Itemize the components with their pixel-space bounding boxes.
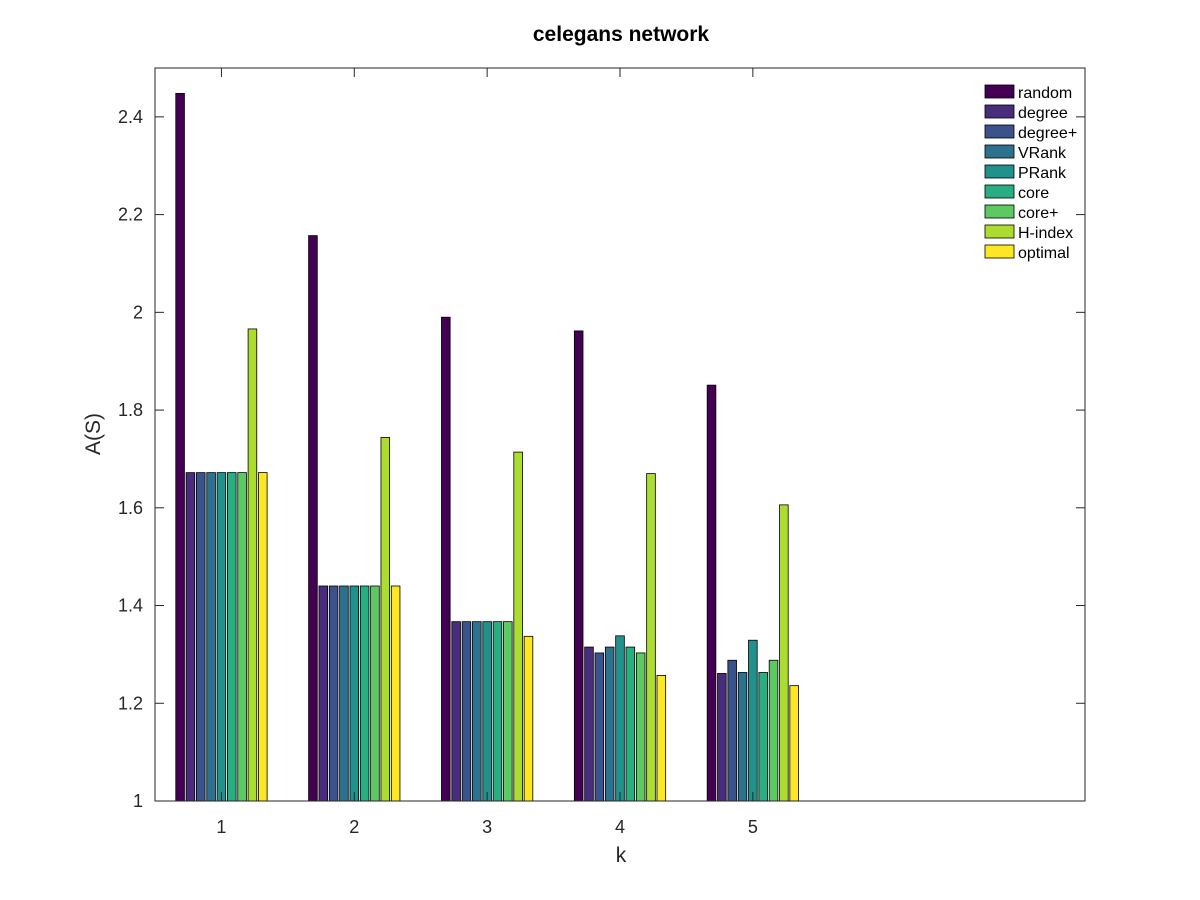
bar-random-k1 xyxy=(175,93,185,802)
x-tick-label: 3 xyxy=(482,817,492,837)
ticks-group: 1 2 3 4 5 1 1.2 1.4 1.6 1.8 2 2.2 2.4 xyxy=(118,68,1085,837)
legend-swatch-core- xyxy=(984,204,1015,219)
legend-label-core-: core+ xyxy=(1018,205,1058,222)
bar-h-index-k2 xyxy=(380,437,391,802)
legend-label-optimal: optimal xyxy=(1018,245,1070,262)
bar-prank-k2 xyxy=(349,585,360,802)
legend-swatch-core xyxy=(984,184,1015,199)
x-tick-label: 5 xyxy=(748,817,758,837)
bar-optimal-k5 xyxy=(789,685,799,802)
bar-h-index-k1 xyxy=(247,328,258,802)
bar-h-index-k4 xyxy=(646,473,656,802)
y-axis-label: A(S) xyxy=(82,413,105,455)
y-tick-label: 1.4 xyxy=(118,596,143,616)
legend-swatch-h-index xyxy=(984,224,1015,239)
y-tick-label: 1.6 xyxy=(118,498,143,518)
y-tick-label: 2.4 xyxy=(118,107,143,127)
bar-optimal-k1 xyxy=(258,472,268,802)
bar-degree--k3 xyxy=(461,621,472,802)
bar-degree-k4 xyxy=(584,646,594,802)
y-tick-label: 2 xyxy=(133,302,143,322)
bar-degree-k3 xyxy=(451,621,461,802)
bar-optimal-k4 xyxy=(656,675,667,802)
bar-degree-k1 xyxy=(185,472,196,802)
bar-core-k4 xyxy=(625,646,636,802)
bar-degree-k5 xyxy=(717,673,727,802)
bar-random-k5 xyxy=(706,384,717,802)
bar-prank-k4 xyxy=(615,635,625,802)
bar-core-k5 xyxy=(758,672,768,802)
bar-vrank-k3 xyxy=(472,621,482,802)
legend-swatch-prank xyxy=(984,164,1015,179)
legend-label-random: random xyxy=(1018,85,1072,102)
bar-optimal-k3 xyxy=(523,635,534,802)
bar-degree--k2 xyxy=(328,585,339,802)
bar-optimal-k2 xyxy=(390,585,401,802)
legend-label-degree-: degree+ xyxy=(1018,125,1077,142)
bar-core--k4 xyxy=(635,652,646,802)
bar-vrank-k1 xyxy=(206,472,216,802)
bar-vrank-k2 xyxy=(339,585,349,802)
y-tick-label: 1.2 xyxy=(118,693,143,713)
legend-label-vrank: VRank xyxy=(1018,145,1067,162)
legend-label-degree: degree xyxy=(1018,105,1068,122)
bar-degree--k4 xyxy=(594,652,605,802)
bar-core-k2 xyxy=(359,585,370,802)
legend-label-core: core xyxy=(1018,185,1049,202)
x-axis-label: k xyxy=(616,844,627,867)
bar-vrank-k4 xyxy=(604,646,615,802)
bar-degree--k5 xyxy=(727,659,737,802)
bar-prank-k3 xyxy=(482,621,492,802)
bar-h-index-k3 xyxy=(513,451,523,802)
y-tick-label: 1.8 xyxy=(118,400,143,420)
bar-core--k3 xyxy=(503,621,513,802)
axes-box xyxy=(154,67,1086,802)
bar-random-k4 xyxy=(573,330,584,802)
legend-swatch-degree- xyxy=(984,124,1015,139)
bar-vrank-k5 xyxy=(737,672,748,802)
y-tick-label: 1 xyxy=(133,791,143,811)
x-tick-label: 2 xyxy=(349,817,359,837)
legend: random degree degree+ VRank PRank core core+ H-… xyxy=(984,84,1077,262)
legend-swatch-degree xyxy=(984,104,1015,119)
bar-degree--k1 xyxy=(196,472,206,802)
y-tick-label: 2.2 xyxy=(118,205,143,225)
bar-prank-k5 xyxy=(748,639,758,802)
x-tick-label: 1 xyxy=(216,817,226,837)
bar-random-k2 xyxy=(308,235,318,802)
legend-swatch-optimal xyxy=(984,244,1015,259)
legend-swatch-vrank xyxy=(984,144,1015,159)
bar-degree-k2 xyxy=(318,585,329,802)
bar-h-index-k5 xyxy=(779,504,789,802)
bar-core--k2 xyxy=(370,585,380,802)
bar-prank-k1 xyxy=(216,472,227,802)
legend-label-h-index: H-index xyxy=(1018,225,1073,242)
chart-title: celegans network xyxy=(533,23,710,46)
bar-core--k5 xyxy=(768,659,779,802)
x-tick-label: 4 xyxy=(615,817,625,837)
bar-random-k3 xyxy=(441,316,451,802)
bar-core-k3 xyxy=(492,621,503,802)
legend-label-prank: PRank xyxy=(1018,165,1067,182)
bar-core--k1 xyxy=(237,472,247,802)
bar-core-k1 xyxy=(227,472,237,802)
legend-swatch-random xyxy=(984,84,1015,99)
